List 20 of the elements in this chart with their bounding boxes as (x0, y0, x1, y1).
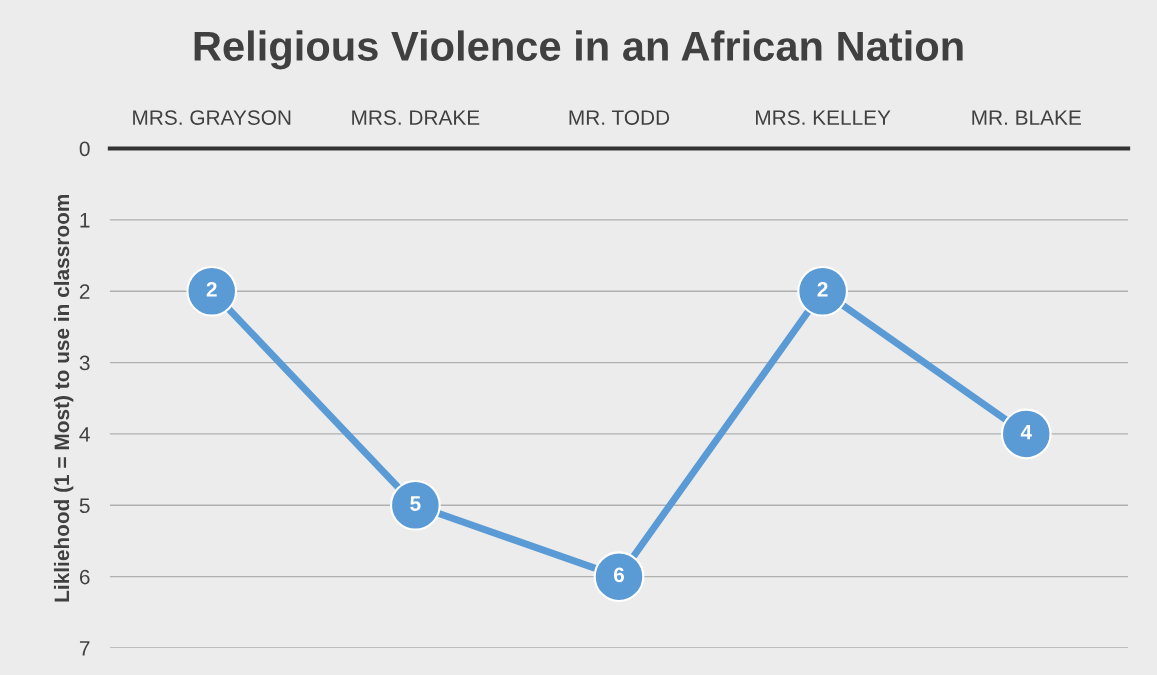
y-tick-label: 5 (79, 498, 90, 514)
y-axis-title: Likliehood (1 = Most) to use in classroom (53, 194, 74, 602)
y-tick-label: 4 (79, 427, 90, 442)
data-label: 2 (206, 282, 217, 297)
chart-title: Religious Violence in an African Nation (194, 30, 963, 70)
x-tick-label: MR. BLAKE (972, 110, 1081, 125)
y-tick-label: 3 (79, 355, 90, 371)
data-label: 2 (817, 282, 828, 297)
data-label: 6 (613, 567, 625, 583)
y-tick-label: 0 (79, 141, 90, 157)
x-tick-label: MR. TODD (569, 110, 670, 125)
y-tick-label: 7 (79, 641, 90, 656)
y-tick-label: 2 (79, 284, 90, 299)
x-tick-label: MRS. KELLEY (756, 110, 891, 125)
data-label: 4 (1020, 424, 1032, 440)
x-tick-label: MRS. GRAYSON (133, 110, 291, 125)
y-tick-label: 1 (80, 213, 90, 228)
x-tick-label: MRS. DRAKE (352, 110, 480, 125)
y-tick-label: 6 (79, 569, 90, 585)
data-label: 5 (410, 496, 421, 511)
